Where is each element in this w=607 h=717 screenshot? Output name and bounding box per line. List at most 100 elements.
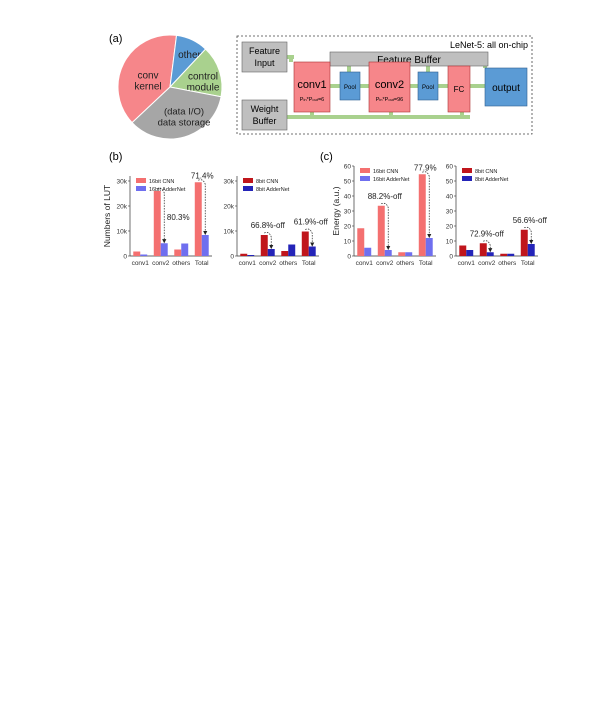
x-tick-label: others <box>396 260 415 267</box>
x-tick-label: conv1 <box>458 260 476 267</box>
legend-swatch <box>462 168 472 173</box>
pie-label-4: (data I/O) <box>164 107 204 118</box>
legend-swatch <box>243 178 253 183</box>
reduction-annotation: 80.3% <box>167 213 190 222</box>
legend-label: 16bit AdderNet <box>149 187 186 193</box>
reduction-annotation: 88.2%-off <box>368 192 403 201</box>
reduction-annotation: 72.9%-off <box>470 229 505 238</box>
y-tick-label: 20k <box>224 204 235 211</box>
x-tick-label: conv2 <box>152 260 170 267</box>
bar-16bit-addernet-others <box>405 252 413 256</box>
reduction-annotation: 71.4% <box>191 171 214 180</box>
y-tick-label: 30k <box>224 179 235 186</box>
x-tick-label: conv1 <box>239 260 257 267</box>
y-tick-label: 60 <box>344 164 352 171</box>
diagram-border <box>236 35 533 135</box>
legend-swatch <box>136 186 146 191</box>
x-tick-label: Total <box>302 260 316 267</box>
bar-16bit-cnn-total <box>418 174 426 256</box>
legend-swatch <box>136 178 146 183</box>
bar-8bit-addernet-conv1 <box>466 250 474 256</box>
x-tick-label: others <box>279 260 298 267</box>
reduction-annotation: 61.9%-off <box>294 218 329 227</box>
conv2-parallelism: Pin*Pout=96 <box>376 97 404 103</box>
feature-input-box <box>241 41 288 73</box>
legend-swatch <box>462 176 472 181</box>
y-tick-label: 60 <box>446 164 454 171</box>
bar-16bit-addernet-total <box>201 235 209 256</box>
weight-buffer-box <box>241 99 288 131</box>
bar-16bit-addernet-others <box>181 243 189 256</box>
y-tick-label: 20 <box>446 224 454 231</box>
pie-label-3: module <box>187 83 220 94</box>
reduction-arrow <box>198 179 208 236</box>
weight-buffer-line2: Buffer <box>253 116 277 126</box>
pie-slice-4 <box>131 86 222 140</box>
bar-16bit-cnn-conv1 <box>133 251 141 256</box>
y-tick-label: 10 <box>344 239 352 246</box>
reduction-arrow <box>524 226 534 245</box>
y-tick-label: 40 <box>344 194 352 201</box>
pool1-box <box>339 71 361 101</box>
reduction-arrow <box>422 171 432 239</box>
y-tick-label: 0 <box>230 254 234 261</box>
y-tick-label: 30k <box>117 179 128 186</box>
bar-8bit-cnn-total <box>301 231 309 256</box>
legend-swatch <box>360 168 370 173</box>
x-tick-label: conv2 <box>259 260 277 267</box>
pie-label-4: data storage <box>158 118 211 129</box>
legend-label: 8bit AdderNet <box>475 177 509 183</box>
conv1-label: conv1 <box>297 79 326 91</box>
legend-label: 16bit AdderNet <box>373 177 410 183</box>
pie-label-2: others <box>178 50 206 61</box>
bar-16bit-addernet-conv2 <box>384 250 392 256</box>
architecture-diagram: LeNet-5: all on-chip Feature Buffer Feat… <box>236 35 533 135</box>
conv1-box <box>293 61 331 113</box>
x-tick-label: Total <box>521 260 535 267</box>
bar-8bit-addernet-others <box>507 253 515 256</box>
legend-swatch <box>243 186 253 191</box>
pie-label-1: kernel <box>134 82 161 93</box>
x-tick-label: others <box>498 260 517 267</box>
y-tick-label: 0 <box>123 254 127 261</box>
bar-16bit-cnn-others <box>398 252 406 256</box>
y-tick-label: 20 <box>344 224 352 231</box>
bar-8bit-cnn-conv1 <box>240 253 248 256</box>
y-axis-label: Energy (a.u.) <box>331 186 341 235</box>
pie-label-3: control <box>188 72 218 83</box>
conv2-label: conv2 <box>375 79 404 91</box>
x-tick-label: Total <box>419 260 433 267</box>
y-tick-label: 10k <box>117 229 128 236</box>
reduction-arrow <box>305 228 315 247</box>
feature-input-line2: Input <box>254 58 275 68</box>
bar-8bit-addernet-total <box>527 244 535 256</box>
bar-16bit-cnn-conv1 <box>357 228 365 256</box>
pool2-box <box>417 71 439 101</box>
y-tick-label: 0 <box>347 254 351 261</box>
legend-label: 16bit CNN <box>149 179 174 185</box>
y-tick-label: 20k <box>117 204 128 211</box>
legend-swatch <box>360 176 370 181</box>
output-label: output <box>492 83 520 94</box>
pool1-label: Pool <box>344 85 356 91</box>
bar-8bit-cnn-conv2 <box>479 243 487 256</box>
pie-slice-1 <box>117 34 178 124</box>
reduction-arrow <box>483 240 493 253</box>
chart-b-right: 0 10k 20k 30k conv1 conv2 others Total 8bit CNN 8… <box>224 176 329 267</box>
x-tick-label: conv2 <box>376 260 394 267</box>
chart-c-left: 0 10 20 30 40 50 60 Energy (a.u.) conv1 conv2 othe… <box>331 163 437 267</box>
y-axis-label: Numbers of LUT <box>102 185 112 247</box>
bar-16bit-cnn-others <box>174 249 182 256</box>
reduction-arrow <box>264 232 274 250</box>
bar-16bit-addernet-conv2 <box>160 243 168 256</box>
bar-8bit-addernet-others <box>288 244 296 256</box>
panel-label-b: (b) <box>109 151 122 163</box>
diagram-title: LeNet-5: all on-chip <box>450 40 528 50</box>
fc-box <box>447 65 471 113</box>
y-tick-label: 50 <box>446 179 454 186</box>
x-tick-label: others <box>172 260 191 267</box>
bar-8bit-cnn-conv2 <box>260 235 268 256</box>
x-tick-label: conv1 <box>132 260 150 267</box>
y-tick-label: 30 <box>446 209 454 216</box>
